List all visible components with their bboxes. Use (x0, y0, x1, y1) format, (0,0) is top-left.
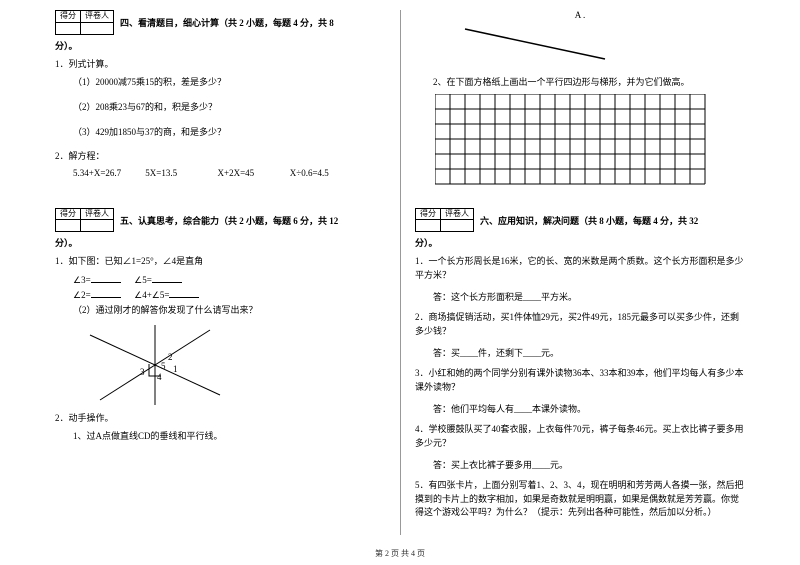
score-box-4: 得分评卷人 (55, 10, 114, 35)
score-cell (416, 220, 441, 232)
grid-svg (435, 94, 715, 194)
grader-cell (81, 22, 114, 34)
grader-label: 评卷人 (81, 208, 114, 220)
eq2: 5X=13.5 (145, 168, 215, 178)
eq4: X÷0.6=4.5 (290, 168, 360, 178)
grader-label: 评卷人 (441, 208, 474, 220)
svg-text:3: 3 (140, 367, 145, 377)
score-box-6: 得分评卷人 (415, 208, 474, 233)
section5-title-cont: 分）。 (55, 236, 385, 249)
line-svg (455, 24, 615, 64)
score-cell (56, 22, 81, 34)
angle-diagram: 3 4 5 2 1 (85, 320, 385, 412)
s4-q2: 2．解方程： (55, 150, 385, 164)
blank (91, 273, 121, 283)
s5-q1-line1: ∠3= ∠5= (73, 273, 385, 286)
s6-q5: 5．有四张卡片，上面分别写着1、2、3、4，现在明明和芳芳两人各摸一张，然后把摸… (415, 479, 745, 520)
s5-q2: 2．动手操作。 (55, 412, 385, 426)
s4-q1: 1．列式计算。 (55, 58, 385, 72)
s6-q4: 4．学校腰鼓队买了40套衣服，上衣每件70元，裤子每条46元。买上衣比裤子要多用… (415, 423, 745, 450)
angle3-label: ∠3= (73, 275, 91, 285)
page-footer: 第 2 页 共 4 页 (0, 548, 800, 559)
section4-head: 得分评卷人 四、看清题目，细心计算（共 2 小题，每题 4 分，共 8 (55, 10, 385, 35)
grader-label: 评卷人 (81, 11, 114, 23)
section6-title-cont: 分）。 (415, 236, 745, 249)
s4-equations: 5.34+X=26.7 5X=13.5 X+2X=45 X÷0.6=4.5 (73, 168, 385, 178)
angle5-label: ∠5= (134, 275, 152, 285)
s6-q4-ans: 答：买上衣比裤子要多用____元。 (433, 458, 745, 471)
s6-q3: 3．小红和她的两个同学分别有课外读物36本、33本和39本，他们平均每人有多少本… (415, 367, 745, 394)
s6-q1-ans: 答：这个长方形面积是____平方米。 (433, 290, 745, 303)
score-label: 得分 (56, 11, 81, 23)
svg-text:2: 2 (168, 352, 173, 362)
s5-q1-line2: ∠2= ∠4+∠5= (73, 288, 385, 301)
blank (91, 288, 121, 298)
grid-paper (435, 94, 745, 196)
line-cd-diagram (455, 24, 745, 66)
svg-text:4: 4 (157, 372, 162, 382)
score-label: 得分 (416, 208, 441, 220)
s4-q1-3: （3）429加1850与37的商，和是多少？ (73, 125, 385, 138)
point-a-label: A . (415, 10, 745, 20)
section5-head: 得分评卷人 五、认真思考，综合能力（共 2 小题，每题 6 分，共 12 (55, 208, 385, 233)
svg-text:5: 5 (161, 361, 166, 371)
s5-q2-1: 1、过A点做直线CD的垂线和平行线。 (73, 429, 385, 442)
s5-q1-note: （2）通过刚才的解答你发现了什么请写出来？ (73, 303, 385, 316)
section5-title: 五、认真思考，综合能力（共 2 小题，每题 6 分，共 12 (120, 208, 338, 227)
s4-q1-1: （1）20000减75乘15的积，差是多少？ (73, 75, 385, 88)
angle45-label: ∠4+∠5= (134, 290, 169, 300)
score-label: 得分 (56, 208, 81, 220)
s6-q1: 1．一个长方形周长是16米，它的长、宽的米数是两个质数。这个长方形面积是多少平方… (415, 255, 745, 282)
s6-q2: 2．商场搞促销活动，买1件体恤29元，买2件49元，185元最多可以买多少件，还… (415, 311, 745, 338)
s6-q3-ans: 答：他们平均每人有____本课外读物。 (433, 402, 745, 415)
exam-page: 得分评卷人 四、看清题目，细心计算（共 2 小题，每题 4 分，共 8 分）。 … (0, 0, 800, 565)
section6-head: 得分评卷人 六、应用知识，解决问题（共 8 小题，每题 4 分，共 32 (415, 208, 745, 233)
blank (152, 273, 182, 283)
blank (169, 288, 199, 298)
s6-q2-ans: 答：买____件，还剩下____元。 (433, 346, 745, 359)
eq3: X+2X=45 (218, 168, 288, 178)
score-box-5: 得分评卷人 (55, 208, 114, 233)
section4-title-cont: 分）。 (55, 39, 385, 52)
s5-q2-2: 2、在下面方格纸上画出一个平行四边形与梯形，并为它们做高。 (433, 76, 745, 90)
svg-text:1: 1 (173, 364, 178, 374)
left-column: 得分评卷人 四、看清题目，细心计算（共 2 小题，每题 4 分，共 8 分）。 … (40, 10, 400, 545)
section6-title: 六、应用知识，解决问题（共 8 小题，每题 4 分，共 32 (480, 208, 698, 227)
eq1: 5.34+X=26.7 (73, 168, 143, 178)
score-cell (56, 220, 81, 232)
angle2-label: ∠2= (73, 290, 91, 300)
section4-title: 四、看清题目，细心计算（共 2 小题，每题 4 分，共 8 (120, 10, 334, 29)
angle-svg: 3 4 5 2 1 (85, 320, 225, 410)
s5-q1: 1．如下图：已知∠1=25°，∠4是直角 (55, 255, 385, 269)
s4-q1-2: （2）208乘23与67的和，积是多少？ (73, 100, 385, 113)
grader-cell (81, 220, 114, 232)
grader-cell (441, 220, 474, 232)
right-column: A . 2、在下面方格纸上画出一个平行四边形与梯形，并为它们做高。 得分评卷人 … (400, 10, 760, 545)
